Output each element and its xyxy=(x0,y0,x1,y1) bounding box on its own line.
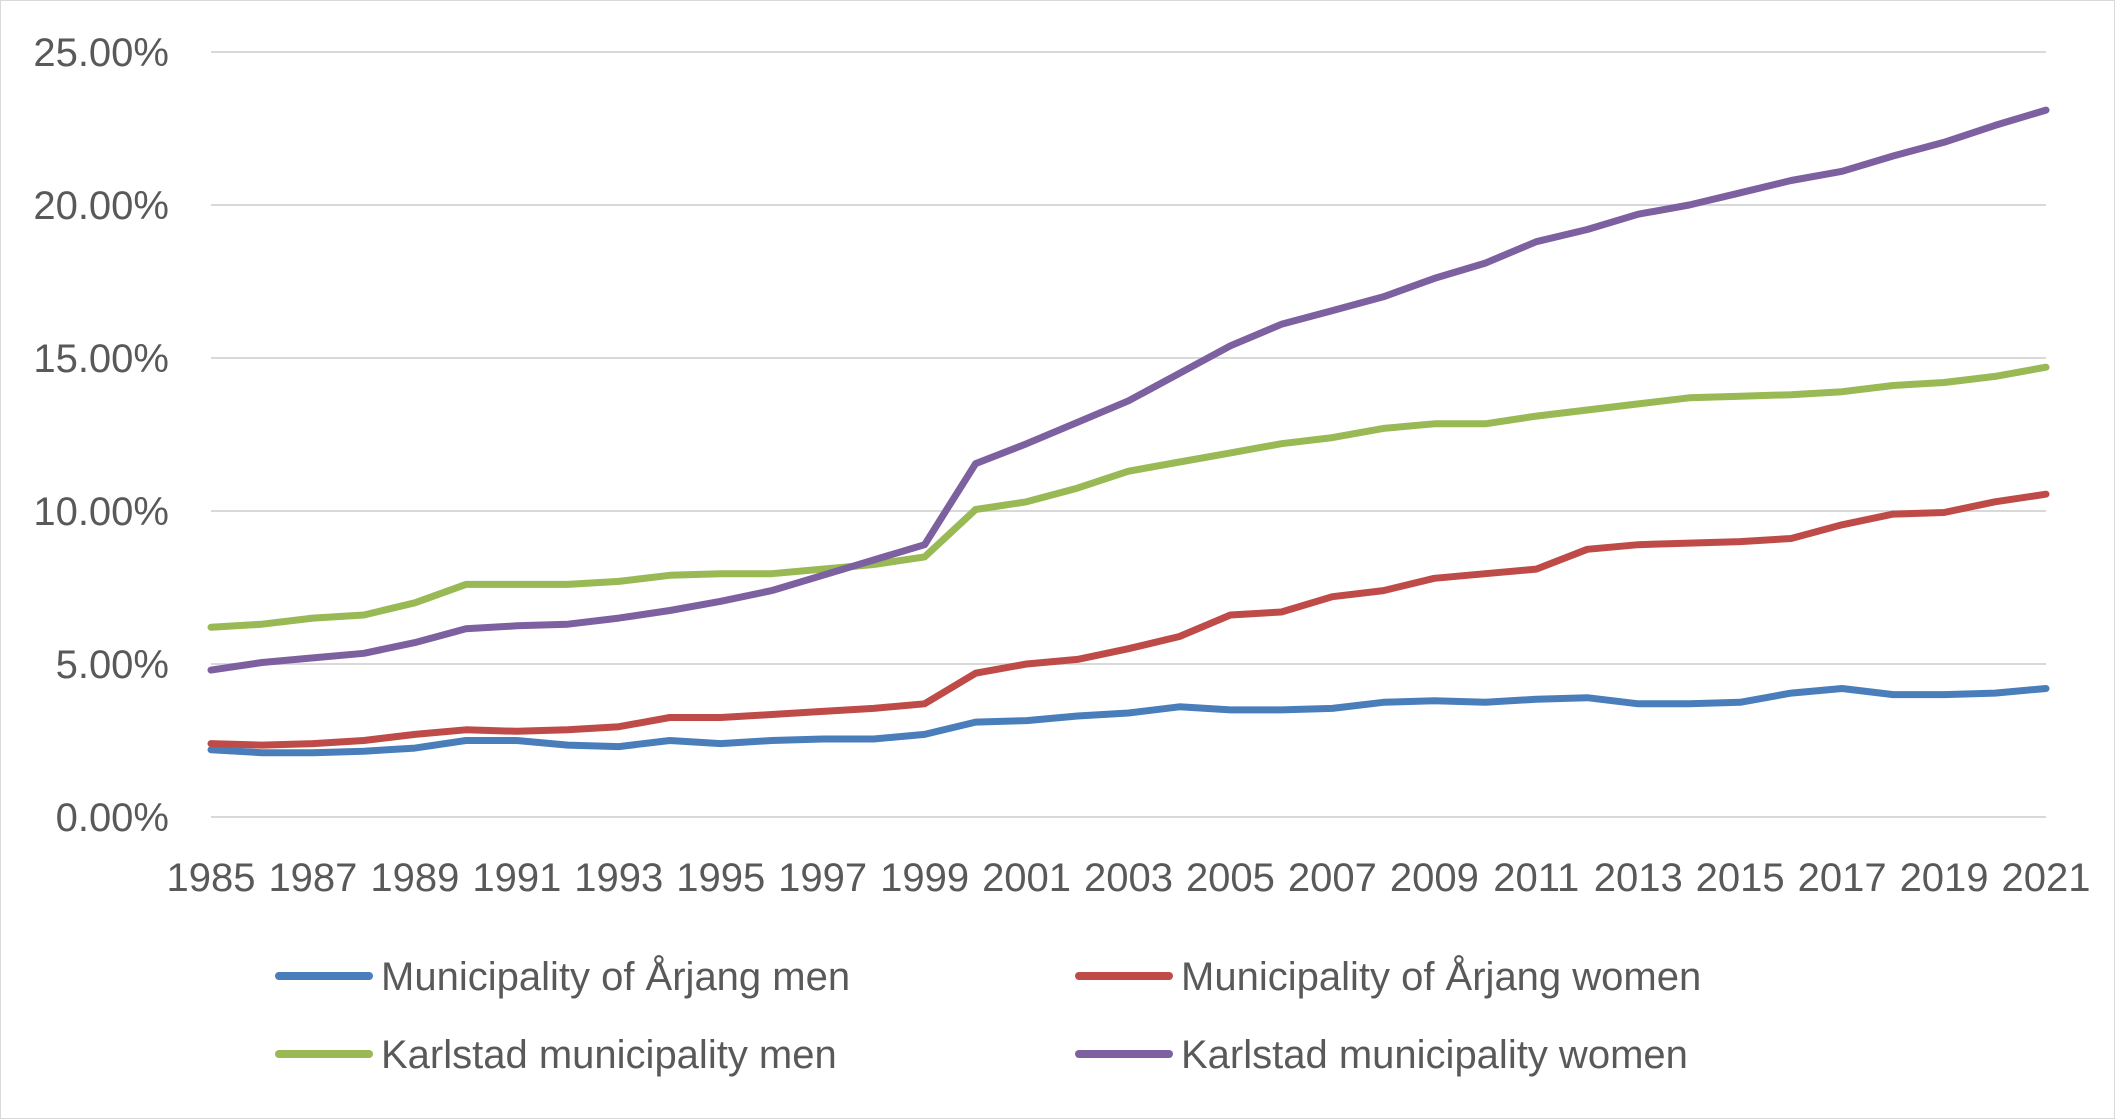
x-tick-label: 2003 xyxy=(1084,856,1173,900)
x-tick-label: 1989 xyxy=(370,856,459,900)
y-tick-label: 25.00% xyxy=(33,31,169,75)
x-tick-label: 2015 xyxy=(1696,856,1785,900)
gridlines xyxy=(211,51,2046,818)
series-lines xyxy=(207,106,2050,757)
x-tick-label: 2011 xyxy=(1493,856,1579,900)
legend-label: Karlstad municipality men xyxy=(381,1033,837,1077)
y-axis-tick-labels: 0.00% 5.00% 10.00% 15.00% 20.00% 25.00% xyxy=(33,31,169,840)
legend-item: Municipality of Årjang men xyxy=(275,954,850,999)
legend-label: Karlstad municipality women xyxy=(1181,1033,1688,1077)
x-tick-label: 1999 xyxy=(880,856,969,900)
legend-label: Municipality of Årjang women xyxy=(1181,954,1701,999)
series-line-1 xyxy=(207,685,2050,757)
y-tick-label: 10.00% xyxy=(33,490,169,534)
x-tick-label: 1987 xyxy=(268,856,357,900)
series-line-2 xyxy=(207,490,2050,749)
y-tick-label: 5.00% xyxy=(56,643,169,687)
legend-item: Karlstad municipality women xyxy=(1075,1033,1688,1077)
x-axis-tick-labels: 1985 1987 1989 1991 1993 1995 1997 1999 2001 2003… xyxy=(167,856,2091,900)
x-tick-label: 1993 xyxy=(574,856,663,900)
x-tick-label: 2007 xyxy=(1288,856,1377,900)
x-tick-label: 2001 xyxy=(982,856,1071,900)
legend-item: Municipality of Årjang women xyxy=(1075,954,1701,999)
x-tick-label: 2013 xyxy=(1594,856,1683,900)
y-tick-label: 20.00% xyxy=(33,184,169,228)
x-tick-label: 1997 xyxy=(778,856,867,900)
x-tick-label: 1991 xyxy=(472,856,561,900)
legend: Municipality of Årjang men Municipality o… xyxy=(275,954,1701,1077)
y-tick-label: 15.00% xyxy=(33,337,169,381)
x-tick-label: 2005 xyxy=(1186,856,1275,900)
series-line-4 xyxy=(207,106,2050,674)
x-tick-label: 2021 xyxy=(2002,856,2091,900)
x-tick-label: 2009 xyxy=(1390,856,1479,900)
legend-item: Karlstad municipality men xyxy=(275,1033,837,1077)
x-tick-label: 2017 xyxy=(1798,856,1887,900)
x-tick-label: 1985 xyxy=(167,856,256,900)
x-tick-label: 1995 xyxy=(676,856,765,900)
x-tick-label: 2019 xyxy=(1900,856,1989,900)
legend-label: Municipality of Årjang men xyxy=(381,954,850,999)
series-line-3 xyxy=(207,363,2050,631)
y-tick-label: 0.00% xyxy=(56,796,169,840)
